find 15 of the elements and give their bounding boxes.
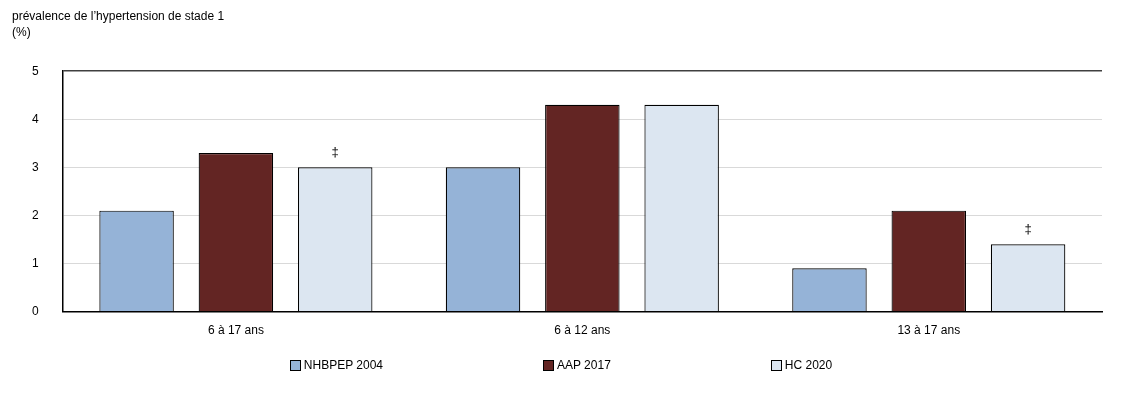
y-axis-title: prévalence de l’hypertension de stade 1 (%) (12, 8, 226, 40)
y-tick-label: 4 (31, 111, 39, 126)
y-tick-label: 1 (31, 255, 39, 270)
annotation: ‡ (1024, 221, 1032, 237)
y-tick-label: 2 (31, 207, 39, 222)
y-tick-label: 3 (31, 159, 39, 174)
x-tick-label: 6 à 12 ans (554, 323, 611, 338)
y-tick-label: 0 (31, 303, 39, 318)
y-tick-label: 5 (31, 63, 39, 78)
x-tick-label: 13 à 17 ans (897, 323, 961, 338)
legend-label: AAP 2017 (556, 358, 611, 372)
x-tick-label: 6 à 17 ans (207, 323, 264, 338)
legend-label: HC 2020 (784, 358, 833, 372)
legend-label: NHBPEP 2004 (303, 358, 383, 372)
annotation: ‡ (331, 144, 339, 160)
